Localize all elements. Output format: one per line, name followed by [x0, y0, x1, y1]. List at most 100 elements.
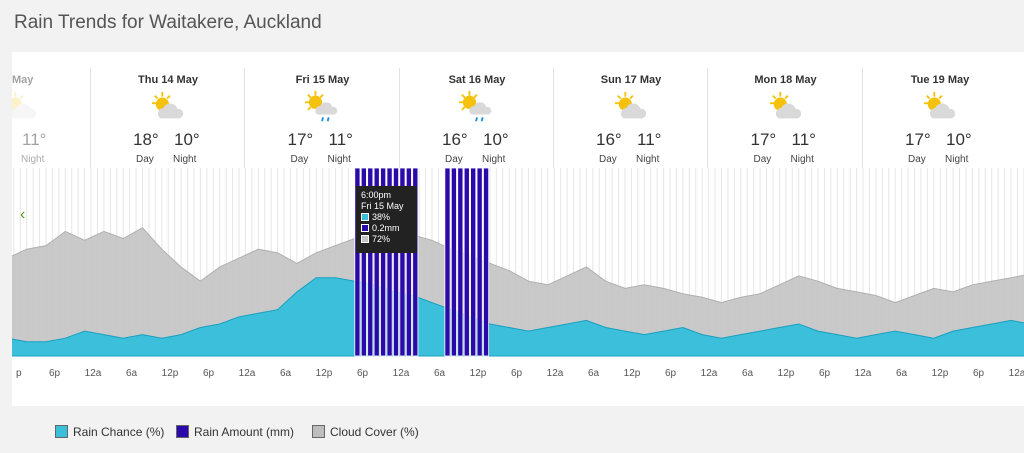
day-name: Mon 18 May [754, 74, 817, 86]
day-name: Tue 19 May [910, 74, 970, 86]
partly-cloudy-icon [149, 90, 187, 124]
chart-tooltip: 6:00pm Fri 15 May 38% 0.2mm 72% [356, 186, 417, 253]
rain-amount-bar[interactable] [483, 168, 490, 357]
tooltip-time: 6:00pm [361, 190, 392, 200]
rain-amount-bar[interactable] [470, 168, 477, 357]
x-tick-label: 12p [778, 368, 795, 379]
legend-swatch [55, 425, 68, 438]
day-temp-label: Day [599, 154, 617, 165]
x-tick-label: 6a [588, 368, 600, 379]
rain-amount-bar[interactable] [412, 168, 419, 357]
day-column[interactable]: May 11° Night [12, 68, 90, 168]
night-temp: 10° [483, 130, 509, 149]
rain-amount-bar[interactable] [392, 168, 399, 357]
legend-swatch [312, 425, 325, 438]
x-tick-label: 12a [701, 368, 718, 379]
rain-amount-bar[interactable] [380, 168, 387, 357]
x-tick-label: 12a [855, 368, 872, 379]
day-column[interactable]: Mon 18 May 17° Day 11° Night [707, 68, 863, 168]
sun-cloud-rain-icon [304, 90, 342, 124]
partly-cloudy-icon [612, 90, 650, 124]
day-temp-label: Day [445, 154, 463, 165]
forecast-panel: May 11° Night Thu 14 May 18° Day 10° Night Fri 1… [12, 52, 1024, 406]
day-temp: 16° [596, 130, 622, 149]
night-temp-label: Night [21, 154, 45, 165]
x-tick-label: 6p [203, 368, 215, 379]
x-tick-label: 6p [49, 368, 61, 379]
partly-cloudy-icon [921, 90, 959, 124]
day-temp: 17° [905, 130, 931, 149]
rain-trends-chart[interactable]: p 6p 12a 6a 12p 6p 12a 6a 12p 6p 12a 6a 12p 6p 12a 6a 12… [12, 168, 1024, 396]
day-column[interactable]: Sun 17 May 16° Day 11° Night [553, 68, 708, 168]
day-column[interactable]: Fri 15 May 17° Day 11° Night [244, 68, 400, 168]
day-name: Thu 14 May [138, 74, 198, 86]
x-tick-label: 12p [162, 368, 179, 379]
tooltip-rain-chance: 38% [361, 212, 412, 223]
day-name: May [12, 74, 34, 86]
x-tick-label: 6a [896, 368, 908, 379]
x-tick-label: 12p [316, 368, 333, 379]
x-tick-label: 12p [470, 368, 487, 379]
page-title: Rain Trends for Waitakere, Auckland [14, 12, 322, 33]
night-temp: 11° [22, 130, 47, 149]
x-tick-label: 6p [511, 368, 523, 379]
day-temp-label: Day [290, 154, 309, 165]
x-tick-label: 6p [973, 368, 985, 379]
day-name: Sun 17 May [600, 74, 662, 86]
tooltip-date: Fri 15 May [361, 201, 404, 211]
legend-rain-chance[interactable]: Rain Chance (%) [55, 425, 164, 439]
day-column[interactable]: Sat 16 May 16° Day 10° Night [399, 68, 554, 168]
rain-amount-bar[interactable] [405, 168, 412, 357]
rain-amount-bar[interactable] [367, 168, 374, 357]
x-tick-label: 6a [434, 368, 446, 379]
partly-cloudy-icon [12, 90, 40, 124]
x-tick-label: p [16, 368, 22, 379]
rain-amount-bar[interactable] [450, 168, 457, 357]
chevron-left-icon[interactable]: ‹ [20, 206, 26, 223]
night-temp: 10° [946, 130, 972, 149]
day-temp: 18° [133, 130, 159, 149]
rain-amount-bar[interactable] [444, 168, 451, 357]
night-temp: 11° [328, 130, 353, 149]
rain-amount-bar[interactable] [373, 168, 380, 357]
rain-chance-area [12, 277, 1024, 357]
rain-amount-bar[interactable] [457, 168, 464, 357]
rain-amount-bar[interactable] [360, 168, 367, 357]
day-temp: 16° [442, 130, 468, 149]
x-tick-label: 12a [547, 368, 564, 379]
rain-amount-bar[interactable] [399, 168, 406, 357]
x-tick-label: 6a [742, 368, 754, 379]
night-temp-label: Night [636, 154, 660, 165]
night-temp-label: Night [482, 154, 506, 165]
x-tick-label: 6a [280, 368, 292, 379]
x-tick-label: 12a [85, 368, 102, 379]
rain-amount-bar[interactable] [386, 168, 393, 357]
tooltip-cloud-cover: 72% [361, 234, 412, 245]
rain-amount-bar[interactable] [354, 168, 361, 357]
day-name: Sat 16 May [448, 74, 506, 86]
night-temp: 10° [174, 130, 200, 149]
tooltip-rain-amount: 0.2mm [361, 223, 412, 234]
legend-cloud-cover[interactable]: Cloud Cover (%) [312, 425, 419, 439]
x-tick-label: 12p [624, 368, 641, 379]
day-name: Fri 15 May [295, 74, 350, 86]
x-tick-label: 12a [239, 368, 256, 379]
day-temp: 17° [287, 130, 314, 149]
x-tick-label: 6p [357, 368, 369, 379]
partly-cloudy-icon [767, 90, 805, 124]
day-column[interactable]: Tue 19 May 17° Day 10° Night [862, 68, 1017, 168]
day-temp-label: Day [136, 154, 154, 165]
day-temp-label: Day [908, 154, 926, 165]
x-tick-label: 6p [665, 368, 677, 379]
legend-rain-amount[interactable]: Rain Amount (mm) [176, 425, 294, 439]
x-tick-label: 6a [126, 368, 138, 379]
day-column[interactable]: Thu 14 May 18° Day 10° Night [90, 68, 245, 168]
x-tick-label: 12a [393, 368, 410, 379]
legend-swatch [176, 425, 189, 438]
night-temp-label: Night [945, 154, 969, 165]
rain-amount-bar[interactable] [463, 168, 470, 357]
rain-amount-bar[interactable] [476, 168, 483, 357]
night-temp-label: Night [790, 154, 814, 165]
day-temp-label: Day [753, 154, 772, 165]
day-temp: 17° [750, 130, 777, 149]
